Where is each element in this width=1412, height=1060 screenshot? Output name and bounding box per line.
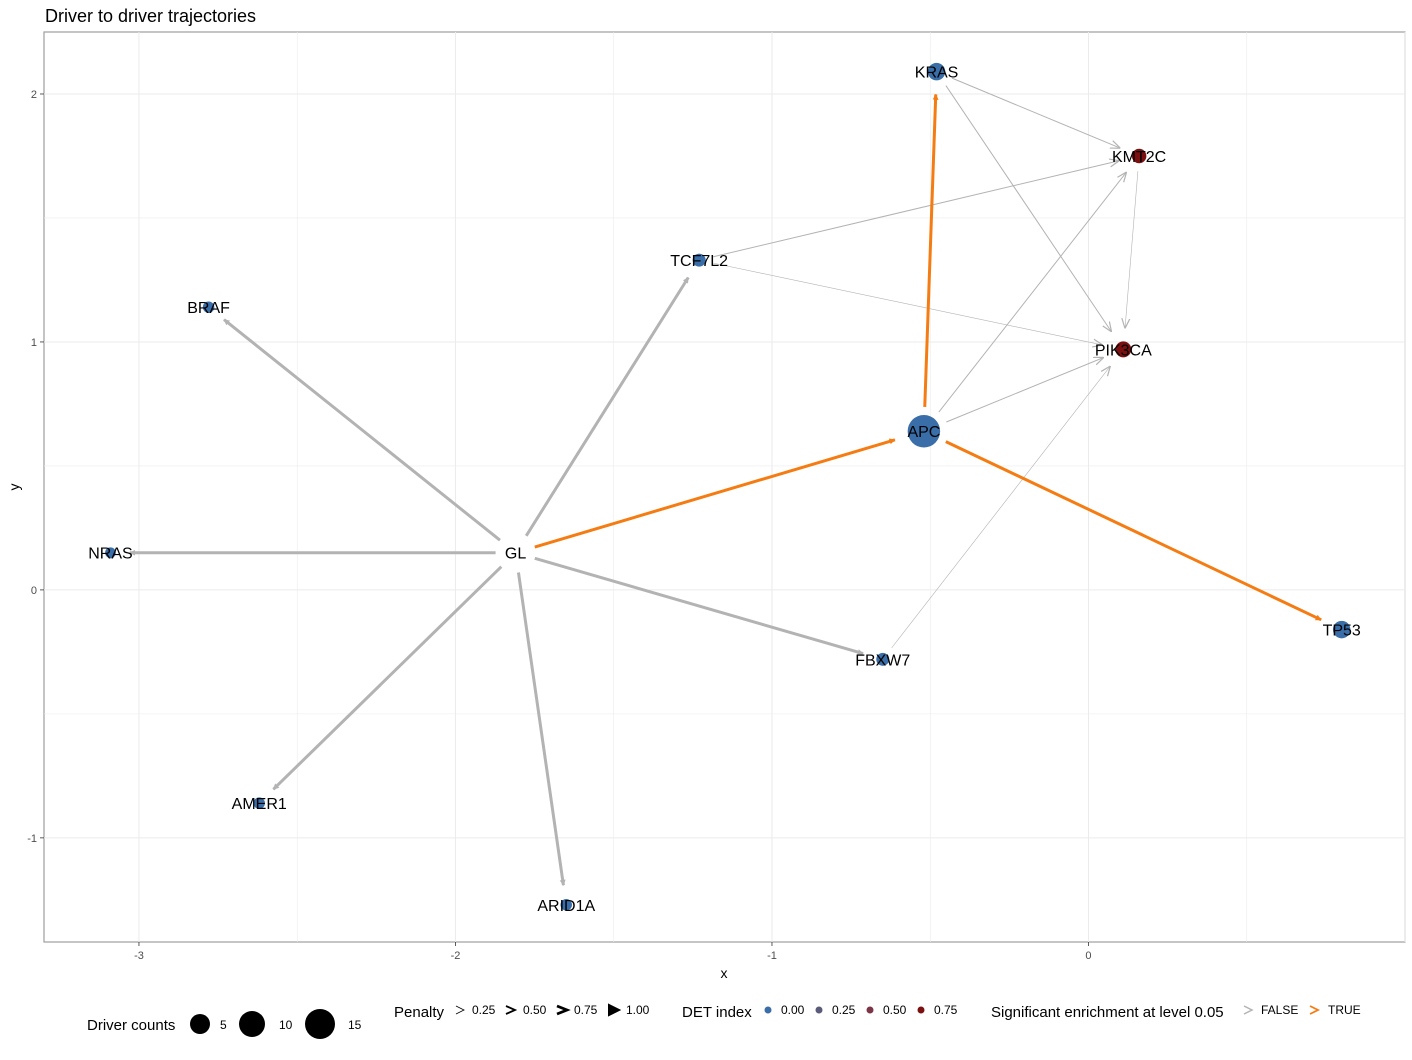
legend-driver-counts-title: Driver counts	[87, 1017, 175, 1034]
node-label-kmt2c: KMT2C	[1112, 149, 1166, 166]
edge-kras-to-pik3ca	[945, 85, 1111, 332]
edge-apc-to-kmt2c	[938, 173, 1126, 413]
node-label-nras: NRAS	[88, 546, 132, 563]
node-label-braf: BRAF	[187, 300, 230, 317]
node-nras	[105, 547, 116, 559]
legend-det-index-key	[815, 1006, 823, 1014]
edge-apc-to-kras	[923, 93, 939, 408]
node-tcf7l2	[692, 253, 706, 267]
node-arid1a	[560, 899, 572, 911]
node-labels: GL KRAS KMT2C TCF7L2 BRAF PIK3CA APC NRAS TP53 FB…	[88, 65, 1361, 915]
node-pik3ca	[1115, 341, 1132, 358]
legend: Driver counts 5 10 15 Penalty 0.25 0.50 …	[87, 1003, 1361, 1039]
edge-tcf7l2-to-pik3ca	[713, 262, 1101, 345]
legend-penalty-label: 0.75	[574, 1003, 598, 1017]
x-tick-label: -2	[451, 950, 461, 962]
legend-det-index-key	[917, 1006, 925, 1014]
plot-panel	[43, 31, 1406, 943]
legend-significance-key	[1309, 1005, 1321, 1015]
node-label-tp53: TP53	[1323, 623, 1361, 640]
edge-gl-to-tcf7l2	[524, 276, 690, 537]
y-tick-label: -1	[27, 833, 37, 845]
edge-gl-to-braf	[223, 318, 501, 542]
legend-significance-label: FALSE	[1261, 1003, 1298, 1017]
node-amer1	[253, 797, 265, 809]
node-label-apc: APC	[907, 424, 940, 441]
edge-gl-to-amer1	[272, 565, 503, 791]
node-label-fbxw7: FBXW7	[855, 652, 910, 669]
edge-tcf7l2-to-kmt2c	[713, 161, 1118, 258]
legend-penalty-key	[455, 1005, 465, 1015]
node-label-tcf7l2: TCF7L2	[670, 253, 728, 270]
legend-driver-counts-label: 15	[348, 1018, 362, 1032]
y-tick-label: 0	[31, 585, 37, 597]
node-label-arid1a: ARID1A	[537, 898, 595, 915]
edge-fbxw7-to-pik3ca	[891, 367, 1110, 649]
legend-driver-counts-key	[239, 1011, 265, 1037]
node-label-kras: KRAS	[915, 65, 959, 82]
node-label-gl: GL	[505, 546, 526, 563]
legend-driver-counts-label: 10	[279, 1018, 293, 1032]
node-label-amer1: AMER1	[232, 796, 287, 813]
legend-significance-label: TRUE	[1328, 1003, 1361, 1017]
legend-driver-counts-key	[305, 1009, 335, 1039]
node-fbxw7	[876, 652, 890, 666]
edge-kmt2c-to-pik3ca	[1125, 171, 1139, 327]
x-tick-label: -1	[767, 950, 777, 962]
edge-apc-to-tp53	[945, 440, 1322, 622]
edges	[129, 77, 1322, 886]
y-tick-label: 1	[31, 337, 37, 349]
node-braf	[202, 301, 215, 313]
edge-gl-to-fbxw7	[534, 556, 864, 656]
legend-det-index-label: 0.00	[781, 1003, 805, 1017]
axis-ticks: -3 -2 -1 0 -1 0 1 2	[27, 89, 1091, 962]
nodes	[105, 62, 1351, 911]
node-apc	[907, 414, 941, 448]
node-kmt2c	[1131, 148, 1147, 164]
legend-significance-key	[1243, 1005, 1254, 1015]
legend-det-index-title: DET index	[682, 1004, 752, 1021]
legend-det-index-key	[866, 1006, 874, 1014]
legend-penalty-key	[608, 1003, 622, 1017]
edge-apc-to-pik3ca	[946, 358, 1103, 423]
legend-penalty-title: Penalty	[394, 1004, 445, 1021]
legend-penalty-key	[556, 1004, 571, 1016]
legend-driver-counts-key	[190, 1014, 210, 1034]
edge-gl-to-arid1a	[516, 572, 566, 886]
x-axis-title: x	[721, 965, 728, 981]
y-axis-title: y	[6, 484, 22, 491]
legend-driver-counts-label: 5	[220, 1018, 227, 1032]
legend-penalty-label: 0.25	[472, 1003, 496, 1017]
legend-penalty-label: 1.00	[626, 1003, 650, 1017]
node-kras	[927, 62, 946, 81]
legend-significance-title: Significant enrichment at level 0.05	[991, 1004, 1224, 1021]
chart-title: Driver to driver trajectories	[45, 6, 256, 26]
legend-penalty-key	[505, 1005, 518, 1015]
edge-gl-to-apc	[534, 438, 896, 549]
x-tick-label: -3	[134, 950, 144, 962]
legend-det-index-label: 0.75	[934, 1003, 958, 1017]
legend-penalty-label: 0.50	[523, 1003, 547, 1017]
grid	[44, 32, 1406, 942]
y-tick-label: 2	[31, 89, 37, 101]
node-tp53	[1332, 620, 1351, 639]
node-label-pik3ca: PIK3CA	[1095, 342, 1152, 359]
edge-kras-to-kmt2c	[951, 77, 1119, 148]
legend-det-index-key	[764, 1006, 772, 1014]
legend-det-index-label: 0.25	[832, 1003, 856, 1017]
x-tick-label: 0	[1085, 950, 1091, 962]
legend-det-index-label: 0.50	[883, 1003, 907, 1017]
